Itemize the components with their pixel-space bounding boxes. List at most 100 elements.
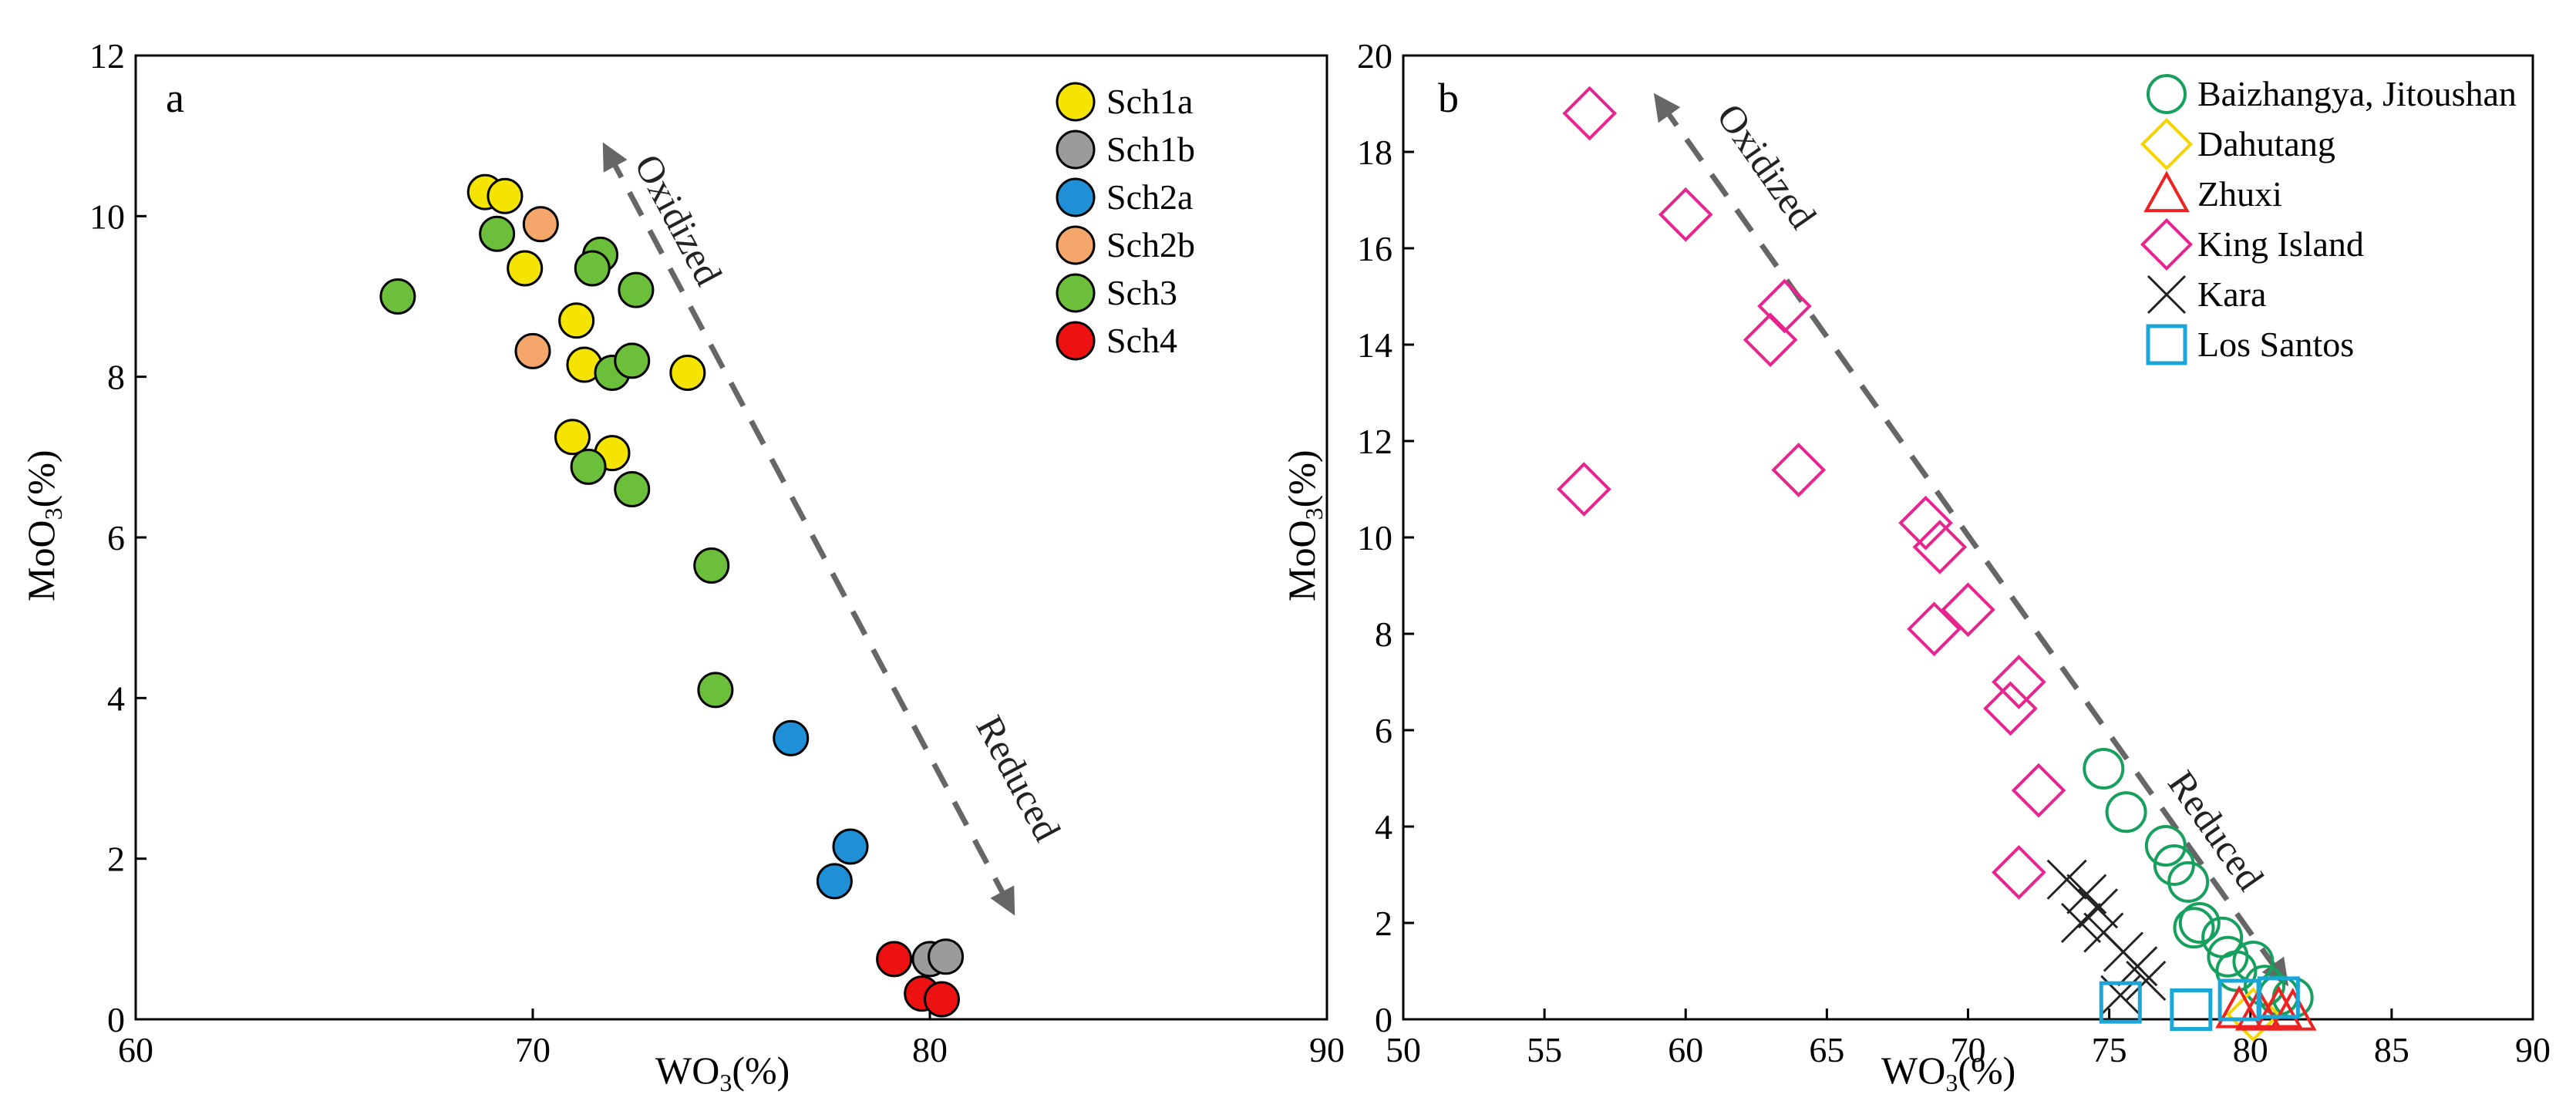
- panel-a-x-tick-label: 90: [1309, 1030, 1345, 1069]
- panel-a-point-sch3: [574, 250, 611, 287]
- panel-b-point-los-santos: [2257, 976, 2300, 1019]
- panel-a-x-tick-label: 80: [912, 1030, 948, 1069]
- panel-b-point-king-island: [1941, 582, 1995, 638]
- panel-a-point-sch3: [618, 271, 655, 308]
- panel-b-y-tick-label: 2: [1375, 904, 1392, 943]
- panel-b-point-baizhangya-jitoushan: [2173, 907, 2215, 949]
- panel-a-legend-label-sch2a: Sch2a: [1106, 177, 1193, 217]
- panel-b-point-kara: [2046, 859, 2087, 900]
- panel-a-x-tick-label: 60: [118, 1030, 153, 1069]
- panel-b-legend-label-zhuxi: Zhuxi: [2197, 174, 2282, 214]
- panel-b-legend-label-los-santos: Los Santos: [2197, 325, 2354, 364]
- panel-a-y-tick-label: 0: [107, 1000, 125, 1039]
- panel-b-legend-symbol-dahutang: [2140, 117, 2194, 171]
- panel-b-point-king-island: [1907, 601, 1961, 657]
- panel-a-label: a: [166, 75, 184, 121]
- panel-b-oxidized-annotation: Oxidized: [1709, 96, 1825, 236]
- panel-b-point-kara: [2077, 888, 2119, 929]
- panel-b-point-king-island: [1912, 520, 1968, 574]
- panel-b-point-king-island: [1557, 462, 1611, 517]
- panel-a-point-sch2a: [816, 863, 853, 900]
- panel-b-legend-label-king-island: King Island: [2197, 224, 2364, 264]
- panel-a: a WO3(%) MoO3(%) 60 70 80 90 0 2 4 6 8 10 12 Oxidi…: [19, 36, 1345, 1096]
- panel-b-x-tick-label: 60: [1668, 1030, 1703, 1069]
- panel-b-point-baizhangya-jitoushan: [2178, 902, 2221, 944]
- panel-a-trend-arrow-line: [602, 142, 1015, 916]
- panel-a-legend-symbol-sch2b: [1056, 225, 1096, 265]
- panel-a-point-sch3: [614, 471, 651, 507]
- panel-b-legend-label-baizhangya-jitoushan: Baizhangya, Jitoushan: [2197, 74, 2517, 113]
- panel-b-point-zhuxi: [2268, 988, 2317, 1031]
- panel-b-y-tick-label: 18: [1357, 133, 1392, 172]
- panel-a-point-sch3: [570, 448, 607, 485]
- panel-b-point-baizhangya-jitoushan: [2105, 791, 2147, 833]
- panel-b-point-baizhangya-jitoushan: [2244, 965, 2286, 1007]
- panel-a-point-sch1a: [554, 419, 591, 456]
- panel-b-legend-symbol-los-santos: [2146, 324, 2187, 365]
- panel-b-legend-symbol-king-island: [2140, 217, 2194, 271]
- panel-b-x-tick-label: 90: [2515, 1030, 2551, 1069]
- panel-b-y-tick-label: 10: [1357, 518, 1392, 557]
- panel-a-y-tick-label: 12: [89, 36, 125, 76]
- panel-a-x-axis-title: WO3(%): [655, 1049, 790, 1096]
- panel-a-point-sch4: [876, 941, 913, 978]
- panel-a-point-sch3: [693, 547, 730, 584]
- panel-b-point-baizhangya-jitoushan: [2144, 825, 2187, 867]
- panel-a-point-sch2b: [514, 332, 551, 369]
- panel-b-legend-symbol-baizhangya-jitoushan: [2147, 74, 2187, 114]
- panel-a-point-sch1a: [669, 354, 706, 391]
- panel-b-point-king-island: [1898, 495, 1953, 551]
- panel-b-point-zhuxi: [2254, 985, 2303, 1029]
- panel-b-legend-symbol-zhuxi: [2143, 170, 2190, 213]
- panel-b-point-kara: [2117, 946, 2158, 987]
- panel-a-point-sch3: [379, 278, 416, 315]
- panel-a-point-sch3: [614, 342, 651, 379]
- panel-b-trend-arrow-line: [1653, 93, 2289, 987]
- panel-b-x-tick-label: 55: [1527, 1030, 1562, 1069]
- panel-a-legend-symbol-sch4: [1056, 321, 1096, 361]
- panel-a-point-sch2b: [522, 206, 559, 243]
- panel-b-x-tick-label: 65: [1809, 1030, 1844, 1069]
- panel-a-reduced-annotation: Reduced: [968, 709, 1069, 848]
- panel-b-point-zhuxi: [2234, 988, 2283, 1031]
- panel-a-legend-symbol-sch1b: [1056, 130, 1096, 170]
- panel-a-point-sch1a: [558, 302, 595, 339]
- panel-b-y-tick-label: 4: [1375, 807, 1392, 847]
- panel-b-y-axis-title: MoO3(%): [1280, 450, 1328, 601]
- panel-a-legend-label-sch1b: Sch1b: [1106, 130, 1195, 169]
- panel-a-legend-symbol-sch3: [1056, 273, 1096, 313]
- panel-b-point-king-island: [1743, 312, 1798, 368]
- panel-a-point-sch3: [697, 672, 734, 709]
- panel-b-x-tick-label: 50: [1386, 1030, 1421, 1069]
- panel-b-x-tick-label: 85: [2374, 1030, 2409, 1069]
- panel-a-trend-arrow: [602, 142, 1015, 916]
- panel-b-trend-arrow: [1653, 93, 2289, 987]
- panel-b-point-los-santos: [2170, 988, 2213, 1031]
- panel-a-legend-label-sch4: Sch4: [1106, 321, 1177, 360]
- panel-b-y-tick-label: 20: [1357, 36, 1392, 76]
- panel-a-legend-label-sch2b: Sch2b: [1106, 225, 1195, 264]
- panel-b-point-king-island: [1992, 845, 2046, 900]
- panel-b-label: b: [1438, 75, 1459, 121]
- panel-b-legend-symbol-kara: [2147, 274, 2187, 315]
- panel-b-point-baizhangya-jitoushan: [2153, 844, 2195, 886]
- panel-b-point-king-island: [1658, 187, 1713, 242]
- panel-a-y-tick-label: 10: [89, 197, 125, 236]
- panel-a-legend-symbol-sch1a: [1056, 82, 1096, 122]
- panel-b-y-tick-label: 8: [1375, 615, 1392, 654]
- panel-b-legend-label-dahutang: Dahutang: [2197, 124, 2335, 163]
- panel-a-y-axis-title: MoO3(%): [19, 450, 67, 601]
- panel-b: b WO3(%) MoO3(%) 50 55 60 65 70 75 80 85 9002468…: [1280, 36, 2551, 1096]
- panel-a-legend-symbol-sch2a: [1056, 177, 1096, 217]
- panel-b-y-tick-label: 14: [1357, 325, 1392, 365]
- panel-b-y-tick-label: 6: [1375, 711, 1392, 750]
- panel-a-point-sch2a: [832, 828, 869, 865]
- panel-b-point-baizhangya-jitoushan: [2083, 748, 2125, 790]
- panel-b-y-tick-label: 0: [1375, 1000, 1392, 1039]
- panel-a-y-tick-label: 6: [107, 518, 125, 557]
- panel-b-legend-label-kara: Kara: [2197, 274, 2266, 314]
- panel-a-legend-label-sch3: Sch3: [1106, 273, 1177, 312]
- panel-b-point-king-island: [1992, 655, 2046, 709]
- panel-a-point-sch1b: [928, 938, 965, 975]
